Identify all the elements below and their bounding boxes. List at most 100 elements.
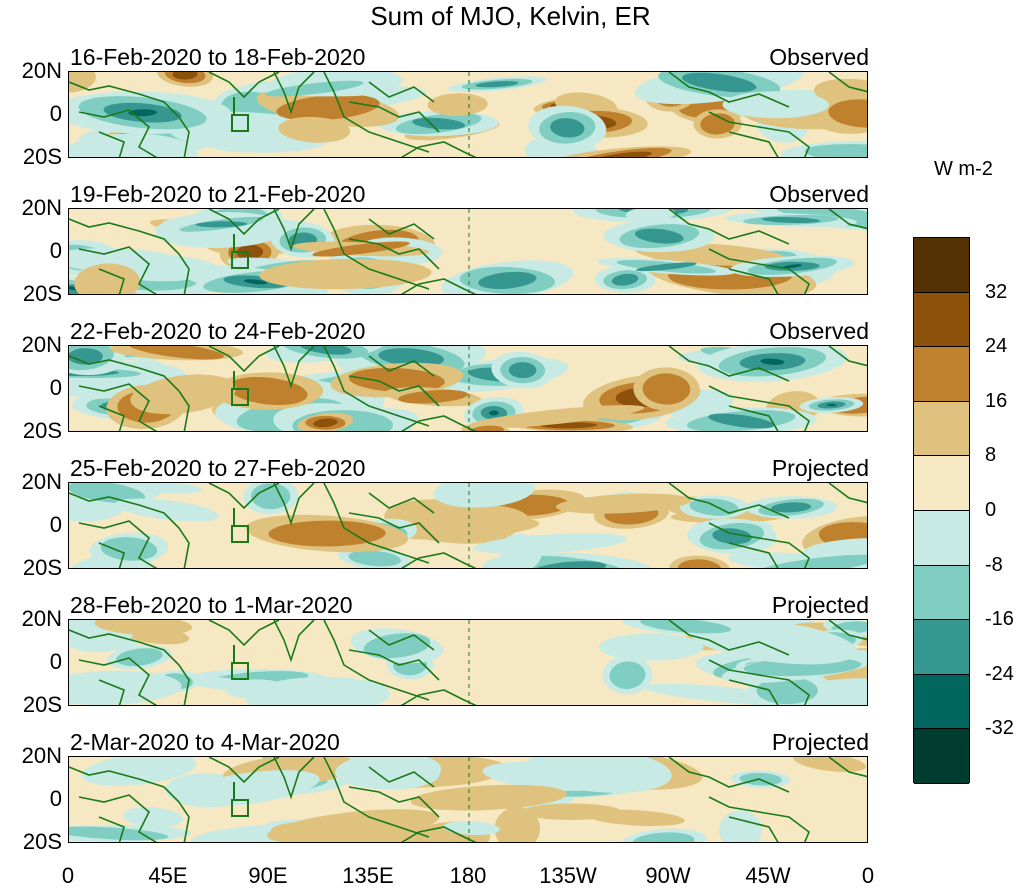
anomaly-contour: [348, 367, 445, 393]
units-label: W m-2: [934, 158, 993, 180]
anomaly-contour: [677, 559, 722, 568]
coastline: [828, 757, 867, 778]
coastline: [400, 689, 477, 705]
latitude-label: 20S: [22, 144, 62, 169]
anomaly-contour: [760, 358, 785, 365]
coastline: [78, 383, 158, 431]
region-box: [231, 251, 249, 269]
anomaly-contour: [122, 807, 183, 828]
anomaly-contour: [100, 537, 158, 561]
colorbar-box: [914, 347, 969, 402]
coastline: [368, 492, 435, 514]
anomaly-contour: [412, 117, 466, 130]
colorbar-tick-label: 32: [985, 280, 1008, 303]
coastline: [273, 757, 315, 800]
coastline: [708, 796, 810, 842]
coastline: [728, 405, 779, 431]
anomaly-contour: [722, 91, 829, 119]
anomaly-field: [69, 72, 867, 157]
longitude-label: 90W: [645, 863, 691, 888]
anomaly-contour: [130, 374, 237, 415]
longitude-label: 180: [449, 863, 487, 888]
coastline: [208, 346, 280, 373]
anomaly-contour: [265, 80, 364, 97]
coastline: [368, 629, 435, 651]
anomaly-contour: [642, 373, 691, 405]
coastline: [708, 385, 810, 431]
panel-date-range: 19-Feb-2020 to 21-Feb-2020: [70, 181, 366, 207]
coastline: [323, 620, 430, 701]
anomaly-contour: [378, 348, 445, 367]
anomaly-contour: [526, 757, 672, 793]
figure-title: Sum of MJO, Kelvin, ER: [370, 1, 651, 31]
coastline: [348, 786, 440, 818]
latitude-label: 20N: [21, 58, 62, 83]
anomaly-field: [69, 620, 867, 705]
coastline: [728, 816, 779, 842]
anomaly-contour: [478, 271, 537, 289]
colorbar-box: [914, 511, 969, 566]
anomaly-contour: [270, 820, 441, 842]
longitude-label: 0: [861, 863, 875, 888]
coastline: [668, 72, 790, 108]
anomaly-contour: [335, 757, 442, 789]
anomaly-contour: [498, 533, 542, 568]
colorbar-box: [914, 729, 969, 784]
longitude-label: 90E: [248, 863, 288, 888]
coastline: [323, 757, 430, 838]
anomaly-contour: [782, 264, 803, 269]
map-panel: [68, 756, 868, 843]
anomaly-contour: [433, 483, 535, 508]
anomaly-contour: [69, 483, 145, 504]
anomaly-contour: [804, 144, 867, 157]
coastline: [708, 522, 810, 568]
latitude-label: 0: [49, 512, 62, 537]
latitude-label: 0: [49, 238, 62, 263]
map-panel: [68, 208, 868, 295]
coastline: [368, 766, 435, 788]
anomaly-contour: [756, 676, 818, 705]
anomaly-contour: [793, 757, 867, 773]
anomaly-contour: [590, 151, 652, 157]
anomaly-contour: [475, 81, 519, 88]
anomaly-contour: [443, 821, 500, 836]
anomaly-contour: [531, 561, 607, 568]
anomaly-contour: [243, 279, 268, 285]
colorbar-tick-label: -32: [985, 717, 1014, 740]
map-panel: [68, 345, 868, 432]
panel-status: Observed: [769, 44, 869, 70]
anomaly-contour: [682, 72, 757, 93]
colorbar-tick-label: -16: [985, 608, 1014, 631]
coastline: [348, 101, 440, 133]
coastline: [78, 246, 158, 294]
anomaly-contour: [718, 810, 763, 842]
panel-status: Projected: [771, 592, 869, 618]
latitude-label: 0: [49, 375, 62, 400]
coastline: [273, 483, 315, 526]
colorbar-tick-label: -8: [985, 553, 1003, 576]
colorbar-tick-label: 8: [985, 444, 997, 467]
coastline: [668, 346, 790, 382]
anomaly-contour: [468, 425, 504, 431]
colorbar-tick-label: 24: [985, 335, 1008, 358]
latitude-label: 20N: [21, 606, 62, 631]
coastline: [323, 72, 430, 153]
anomaly-contour: [313, 418, 338, 428]
map-panel: [68, 482, 868, 569]
coastline: [98, 816, 125, 842]
anomaly-contour: [640, 620, 732, 634]
anomaly-contour: [94, 620, 193, 636]
anomaly-contour: [74, 263, 141, 294]
anomaly-contour: [69, 670, 182, 705]
coastline: [69, 492, 190, 568]
anomaly-contour: [312, 241, 410, 257]
anomaly-contour: [195, 221, 248, 228]
coastline: [400, 415, 477, 431]
coastline: [208, 72, 280, 99]
coastline: [828, 620, 867, 641]
latitude-label: 20S: [22, 418, 62, 443]
region-box: [231, 662, 249, 680]
coastline: [728, 542, 779, 568]
panel-status: Projected: [771, 455, 869, 481]
region-box: [231, 388, 249, 406]
